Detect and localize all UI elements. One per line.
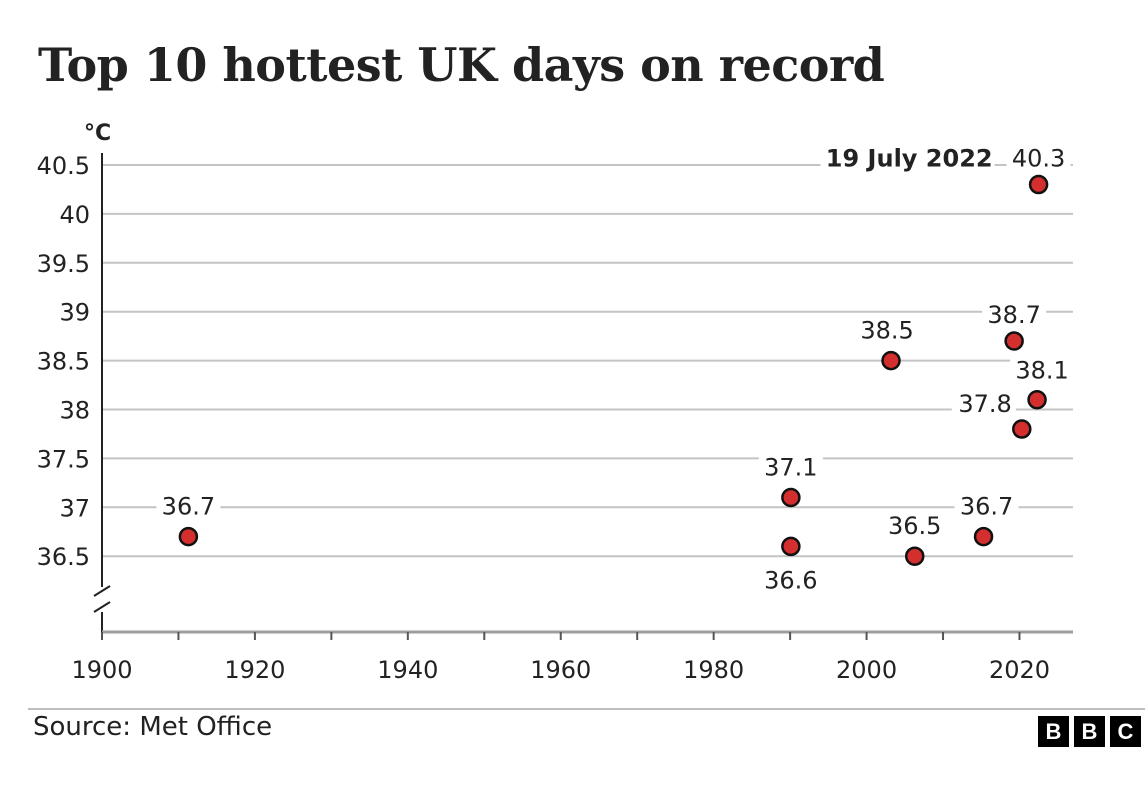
y-tick-label: 37.5 [37, 445, 90, 473]
data-label: 38.7 [987, 301, 1040, 329]
x-tick-label: 1940 [377, 656, 438, 684]
data-label: 36.6 [764, 566, 817, 594]
y-tick-label: 40 [59, 201, 90, 229]
data-labels: 36.7 37.1 36.6 38.5 36.5 36.7 38.7 37.838.1 40.3… [156, 144, 1075, 595]
data-point [1004, 331, 1024, 351]
data-point [881, 350, 901, 371]
record-annotation: 19 July 2022 [826, 145, 993, 173]
data-points [178, 174, 1049, 566]
axes [93, 153, 1073, 640]
gridlines [102, 164, 1073, 558]
x-tick-label: 1960 [530, 656, 591, 684]
data-label-background [954, 492, 1019, 521]
data-label: 37.1 [764, 454, 817, 482]
annotation-background [820, 144, 995, 173]
x-tick-label: 1980 [683, 656, 744, 684]
data-label-background [951, 390, 1016, 419]
x-tick-label: 2020 [989, 656, 1050, 684]
y-tick-label: 38.5 [37, 348, 90, 376]
data-label-background [1006, 144, 1071, 173]
data-label-background [1010, 356, 1075, 385]
data-label: 38.1 [1015, 357, 1068, 385]
data-label: 36.7 [162, 493, 215, 521]
bbc-logo-block: B [1074, 716, 1105, 747]
footer-divider [28, 708, 1145, 710]
data-label-background [855, 316, 920, 345]
data-label: 37.8 [958, 390, 1011, 418]
data-label: 36.7 [960, 493, 1013, 521]
y-tick-label: 39.5 [37, 250, 90, 278]
data-point [973, 526, 994, 547]
data-label-background [882, 512, 947, 541]
y-tick-label: 36.5 [37, 543, 90, 571]
data-label-background [758, 453, 823, 482]
data-point [178, 526, 199, 547]
y-axis-unit-label: °C [84, 121, 111, 146]
x-tick-label: 1920 [224, 656, 285, 684]
scatter-chart: 36.5 37 37.5 38 38.5 39 39.5 40 40.5 °C 1900 1920 19… [37, 121, 1075, 684]
data-label: 40.3 [1012, 145, 1065, 173]
data-point [1028, 174, 1049, 195]
y-tick-label: 39 [59, 299, 90, 327]
y-tick-label: 38 [59, 397, 90, 425]
data-point [1012, 419, 1032, 439]
x-tick-label: 2000 [836, 656, 897, 684]
source-note: Source: Met Office [33, 712, 273, 742]
bbc-logo-block: B [1038, 716, 1069, 747]
data-label: 36.5 [888, 512, 941, 540]
axis-break-mark [93, 601, 111, 613]
bbc-logo-block: C [1110, 716, 1141, 747]
chart-title: Top 10 hottest UK days on record [38, 38, 885, 92]
data-point [1027, 389, 1047, 410]
x-tick-label: 1900 [71, 656, 132, 684]
y-tick-label: 37 [59, 494, 90, 522]
tick-labels: 36.5 37 37.5 38 38.5 39 39.5 40 40.5 °C 1900 1920 19… [37, 121, 1050, 684]
data-point [904, 546, 925, 566]
data-label-background [758, 566, 823, 595]
data-label-background [982, 301, 1047, 330]
data-point [781, 536, 801, 557]
data-point [781, 487, 801, 508]
data-label: 38.5 [860, 317, 913, 345]
axis-break-mark [93, 585, 111, 597]
data-label-background [156, 492, 221, 521]
y-tick-label: 40.5 [37, 152, 90, 180]
